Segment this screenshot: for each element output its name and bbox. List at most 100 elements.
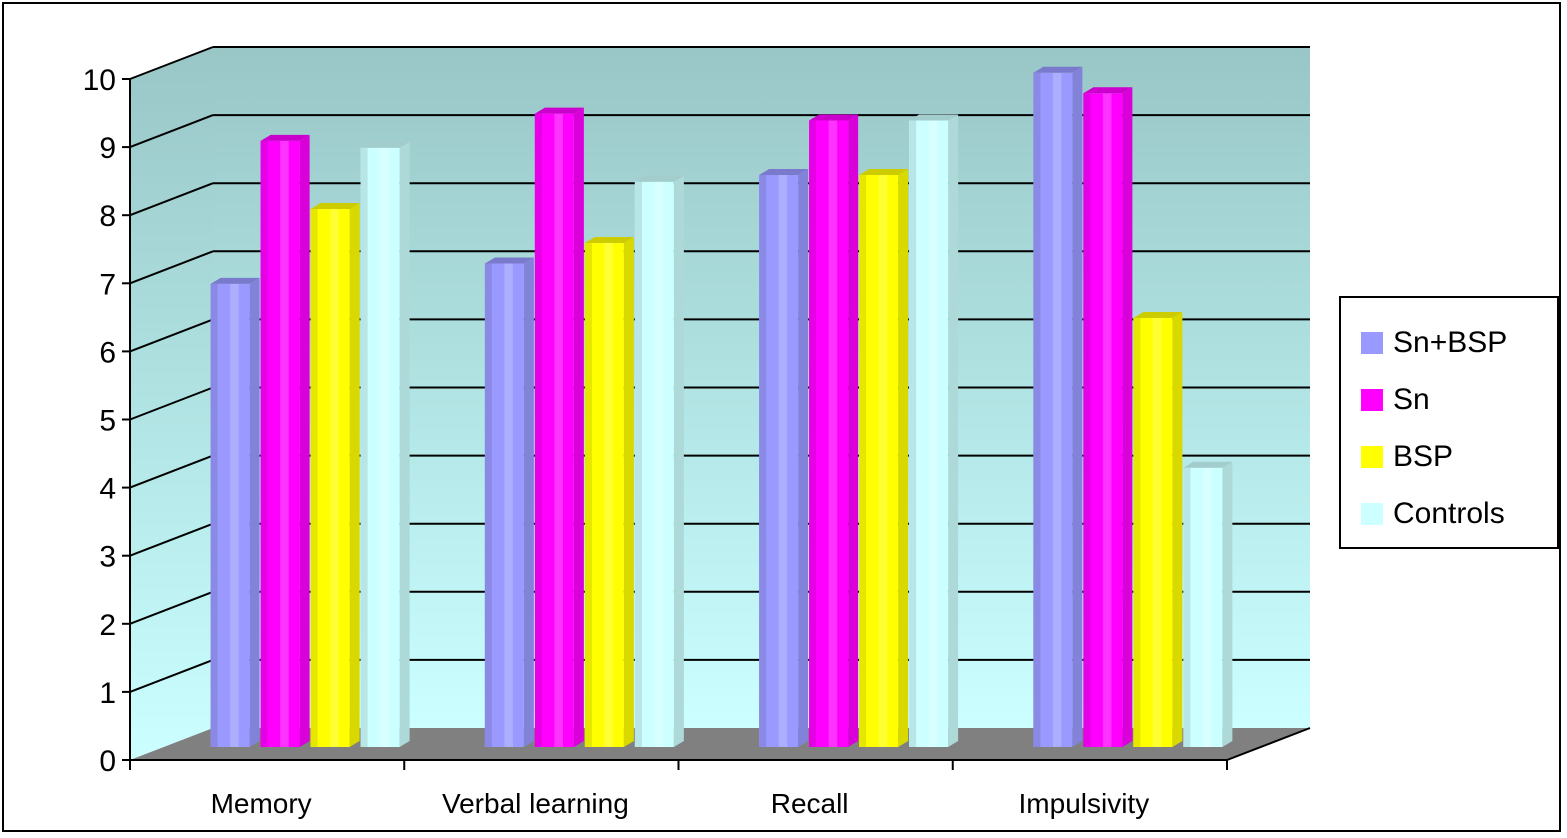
- legend-label: BSP: [1393, 440, 1454, 473]
- bar-highlight: [1102, 93, 1112, 748]
- legend-item: BSP: [1361, 440, 1453, 474]
- category-label: Memory: [211, 788, 312, 819]
- bar-highlight: [504, 263, 513, 747]
- bar-top: [484, 257, 534, 264]
- bar-edge: [859, 174, 867, 747]
- bar-top: [909, 114, 959, 121]
- category-label: Verbal learning: [442, 788, 629, 819]
- y-tick-label: 8: [99, 200, 116, 233]
- bar-top: [534, 107, 584, 114]
- bar-highlight: [554, 113, 563, 748]
- bar-edge: [1133, 317, 1141, 747]
- gridline-side: [129, 182, 214, 217]
- bar-Sn-Memory: [260, 134, 310, 747]
- y-tick-label: 1: [99, 677, 116, 710]
- y-tick-label: 2: [99, 609, 116, 642]
- legend-swatch: [1361, 446, 1383, 468]
- bar-top: [260, 134, 310, 141]
- gridline-side: [129, 386, 214, 421]
- bar-edge: [1083, 93, 1091, 748]
- y-tick-label: 9: [99, 132, 116, 165]
- floor-edge: [1226, 727, 1311, 761]
- bar-side: [1122, 87, 1133, 748]
- bar-Sn+BSP-Impulsivity: [1033, 66, 1083, 747]
- bar-edge: [634, 181, 642, 747]
- gridline-side: [129, 318, 214, 353]
- bar-top: [759, 168, 809, 175]
- bar-edge: [809, 120, 817, 748]
- bar-Sn+BSP-Memory: [210, 277, 260, 747]
- bar-highlight: [878, 174, 888, 747]
- bar-highlight: [928, 120, 938, 748]
- bar-top: [1133, 311, 1183, 318]
- bar-side: [948, 114, 959, 748]
- y-tick-label: 4: [99, 473, 116, 506]
- y-tick-label: 5: [99, 405, 116, 438]
- bar-highlight: [280, 140, 289, 747]
- bar-Sn-Impulsivity: [1083, 87, 1133, 748]
- bar-Sn+BSP-Recall: [759, 168, 809, 747]
- legend-item: Sn+BSP: [1361, 326, 1507, 360]
- bar-Sn+BSP-Verbal learning: [484, 257, 534, 747]
- bar-top: [859, 168, 909, 175]
- bar-edge: [1183, 467, 1191, 747]
- bar-highlight: [330, 209, 339, 747]
- legend: Sn+BSP Sn BSP Controls: [1339, 296, 1559, 549]
- bar-side: [399, 141, 410, 748]
- bar-edge: [260, 140, 268, 747]
- gridline-side: [129, 114, 214, 149]
- legend-item: Controls: [1361, 497, 1505, 531]
- bar-side: [249, 277, 260, 747]
- bars: [210, 66, 1233, 748]
- bar-side: [1172, 311, 1183, 747]
- bar-highlight: [654, 181, 663, 747]
- bar-Controls-Recall: [909, 114, 959, 748]
- bar-side: [673, 175, 684, 747]
- bar-side: [623, 237, 634, 747]
- bar-edge: [909, 120, 917, 748]
- bar-Sn-Verbal learning: [534, 107, 584, 748]
- bar-edge: [484, 263, 492, 747]
- gridline-side: [129, 454, 214, 489]
- legend-label: Controls: [1393, 497, 1505, 530]
- legend-item: Sn: [1361, 383, 1430, 417]
- bar-Controls-Verbal learning: [634, 175, 684, 747]
- bar-highlight: [604, 243, 613, 747]
- bar-side: [798, 168, 809, 747]
- gridline-side: [129, 522, 214, 557]
- axes: [122, 78, 1311, 770]
- category-label: Recall: [771, 788, 849, 819]
- y-tick-label: 6: [99, 336, 116, 369]
- bar-edge: [1033, 72, 1041, 747]
- bar-highlight: [1202, 467, 1212, 747]
- bar-top: [584, 237, 634, 244]
- bar-top: [809, 114, 859, 121]
- bar-top: [360, 141, 410, 148]
- bar-Controls-Memory: [360, 141, 410, 748]
- bar-side: [1222, 461, 1233, 747]
- bar-top: [1183, 461, 1233, 468]
- bar-edge: [584, 243, 592, 747]
- bar-Controls-Impulsivity: [1183, 461, 1233, 747]
- y-tick-labels: 0 1 2 3 4 5 6 7 8 9 10: [83, 64, 116, 778]
- bar-side: [898, 168, 909, 747]
- y-tick-label: 10: [83, 64, 116, 97]
- gridline-side: [129, 658, 214, 693]
- bar-side: [349, 203, 360, 747]
- bar-highlight: [380, 147, 389, 748]
- bar-top: [310, 203, 360, 210]
- bar-BSP-Recall: [859, 168, 909, 747]
- bar-highlight: [1152, 317, 1162, 747]
- bar-BSP-Impulsivity: [1133, 311, 1183, 747]
- bar-top: [634, 175, 684, 182]
- bar-edge: [310, 209, 318, 747]
- y-tick-label: 0: [99, 745, 116, 778]
- bar-side: [573, 107, 584, 748]
- bar-side: [848, 114, 859, 748]
- bar-BSP-Verbal learning: [584, 237, 634, 747]
- gridline-side: [129, 46, 214, 80]
- category-label: Impulsivity: [1019, 788, 1150, 819]
- bar-top: [1033, 66, 1083, 73]
- y-tick-label: 3: [99, 541, 116, 574]
